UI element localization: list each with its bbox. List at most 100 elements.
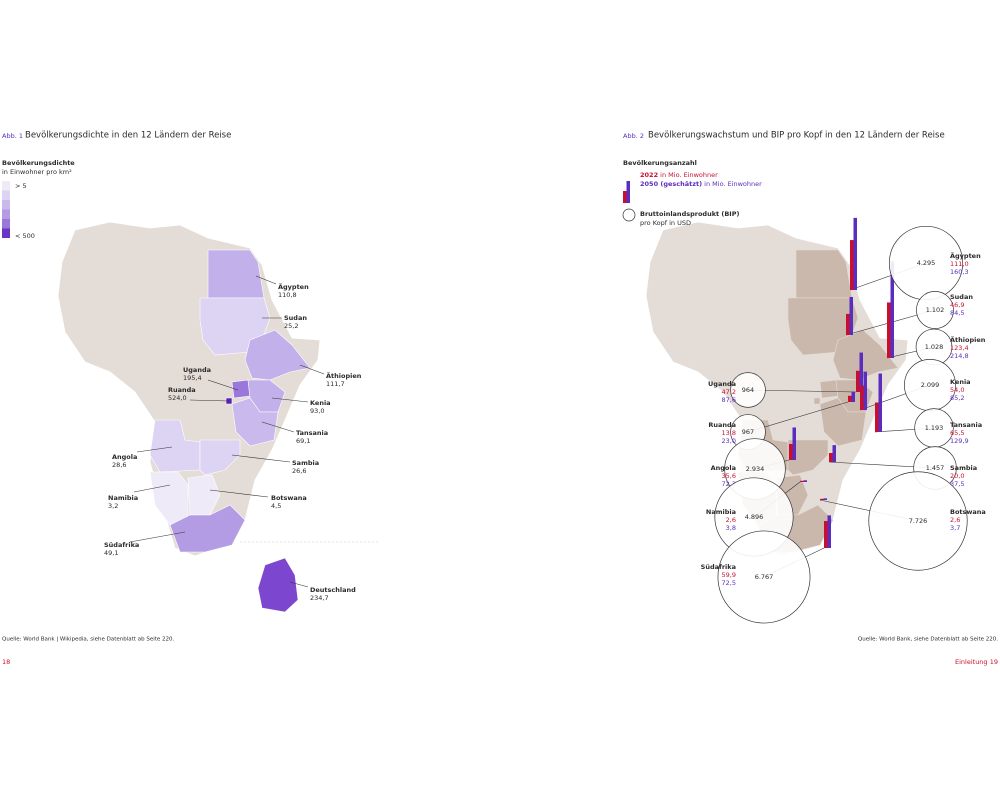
bar-2050 xyxy=(851,391,855,402)
bar-2022 xyxy=(800,480,804,482)
bar-2022 xyxy=(887,302,891,358)
page-number: 18 xyxy=(2,658,10,666)
country xyxy=(795,249,853,299)
bar-2050 xyxy=(878,373,882,432)
legend-swatch xyxy=(2,209,10,219)
bar-2050 xyxy=(849,296,853,335)
country-name: Ruanda xyxy=(168,386,196,394)
country-name: Botswana xyxy=(271,494,307,502)
country xyxy=(787,439,829,476)
bar-2022 xyxy=(824,521,828,548)
leader-line xyxy=(189,399,230,402)
country-name: Sudan xyxy=(284,314,307,322)
pop-2022-label: 47,2 xyxy=(722,388,736,396)
country-name: Äthiopien xyxy=(326,371,362,380)
leader-line xyxy=(209,489,269,498)
country xyxy=(813,397,821,405)
pop-2050-label: 3,7 xyxy=(950,524,960,532)
gdp-label: 967 xyxy=(742,428,754,436)
pop-2050-label: 37,5 xyxy=(950,480,964,488)
pop-2050-label: 85,2 xyxy=(950,394,964,402)
country-name: Sambia xyxy=(950,464,977,472)
legend-circle xyxy=(622,208,636,222)
pop-2050-label: 129,9 xyxy=(950,437,969,445)
country-name: Namibia xyxy=(706,508,736,516)
country xyxy=(149,471,189,526)
leader-line xyxy=(261,421,295,433)
country-name: Sudan xyxy=(950,293,973,301)
pop-2050-label: 160,3 xyxy=(950,268,969,276)
bar-2022 xyxy=(860,385,864,410)
figure-title: Bevölkerungswachstum und BIP pro Kopf in… xyxy=(648,131,945,141)
gdp-label: 1.028 xyxy=(925,343,944,351)
gdp-label: 6.767 xyxy=(755,573,774,581)
country xyxy=(244,329,311,381)
bar-2050 xyxy=(792,427,796,460)
bar-2022 xyxy=(846,313,850,335)
country-name: Ruanda xyxy=(708,421,736,429)
leader-line xyxy=(133,484,171,493)
bar-2050 xyxy=(863,371,867,410)
section: Einleitung xyxy=(955,658,988,666)
density-label: 3,2 xyxy=(108,502,118,510)
gdp-label: 7.726 xyxy=(909,517,928,525)
legend-swatch xyxy=(2,200,10,210)
density-label: 49,1 xyxy=(104,549,118,557)
legend-title: Bevölkerungsanzahl xyxy=(623,159,697,167)
bar-2022 xyxy=(789,443,793,460)
density-label: 195,4 xyxy=(183,374,202,382)
country-name: Ägypten xyxy=(950,251,981,260)
legend-gdp-subtitle: pro Kopf in USD xyxy=(640,219,691,227)
country-name: Namibia xyxy=(108,494,138,502)
leader-line xyxy=(207,379,239,391)
country-name: Kenia xyxy=(950,378,971,386)
pop-2050-label: 214,8 xyxy=(950,352,969,360)
pop-2022-label: 123,4 xyxy=(950,344,969,352)
leader-line xyxy=(747,389,857,393)
country-name: Äthiopien xyxy=(950,335,986,344)
country-name: Tansania xyxy=(950,421,982,429)
bar-2050 xyxy=(859,352,863,392)
bar-2022 xyxy=(829,453,833,462)
country xyxy=(169,504,246,553)
unit: in Mio. Einwohner xyxy=(660,171,718,179)
gdp-label: 2.934 xyxy=(746,465,765,473)
country-name: Uganda xyxy=(708,380,736,388)
country-name: Botswana xyxy=(950,508,986,516)
gdp-label: 1.457 xyxy=(926,464,945,472)
country-name: Südafrika xyxy=(104,541,139,549)
gdp-label: 1.193 xyxy=(925,424,944,432)
density-label: 28,6 xyxy=(112,461,126,469)
country-name: Sambia xyxy=(292,459,319,467)
leader-line xyxy=(271,397,309,403)
legend-swatch xyxy=(2,181,10,191)
pop-2022-label: 35,6 xyxy=(722,472,736,480)
density-label: 524,0 xyxy=(168,394,187,402)
legend-2050: 2050 (geschätzt) in Mio. Einwohner xyxy=(640,180,762,188)
pop-2022-label: 59,9 xyxy=(722,571,736,579)
legend-bar xyxy=(626,181,630,203)
country xyxy=(819,397,867,447)
country xyxy=(231,397,279,447)
pop-2022-label: 2,6 xyxy=(726,516,736,524)
source: Quelle: World Bank, siehe Datenblatt ab … xyxy=(858,637,998,643)
country-name: Deutschland xyxy=(310,586,356,594)
bar-2050 xyxy=(803,480,807,482)
pop-2050-label: 72,5 xyxy=(722,579,736,587)
pop-2050-label: 23,0 xyxy=(722,437,736,445)
bar-2050 xyxy=(853,217,857,290)
country-name: Uganda xyxy=(183,366,211,374)
pop-2022-label: 46,9 xyxy=(950,301,964,309)
leader-line xyxy=(289,581,309,588)
legend-2022: 2022 in Mio. Einwohner xyxy=(640,171,718,179)
year: 2022 xyxy=(640,171,658,179)
bar-2022 xyxy=(850,240,854,290)
leader-line xyxy=(129,531,186,543)
leader-line xyxy=(136,446,173,453)
gdp-label: 964 xyxy=(742,386,754,394)
pop-2022-label: 54,0 xyxy=(950,386,964,394)
country xyxy=(257,557,299,613)
country-name: Angola xyxy=(711,464,736,472)
